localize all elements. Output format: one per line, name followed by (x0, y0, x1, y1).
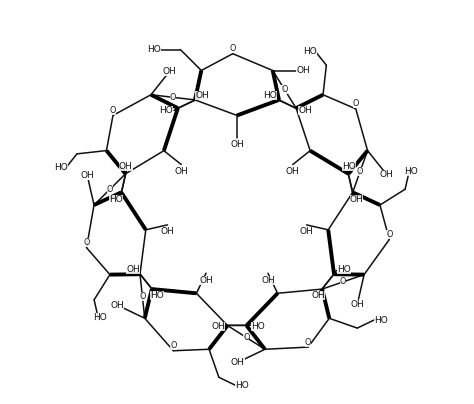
Text: OH: OH (230, 140, 244, 149)
Text: OH: OH (298, 106, 312, 115)
Text: OH: OH (296, 66, 310, 75)
Text: HO: HO (109, 195, 122, 204)
Text: O: O (243, 333, 249, 342)
Text: HO: HO (251, 322, 265, 331)
Text: OH: OH (300, 227, 313, 236)
Text: OH: OH (126, 265, 140, 274)
Text: OH: OH (81, 171, 94, 180)
Text: OH: OH (350, 300, 364, 309)
Text: O: O (340, 278, 346, 286)
Text: HO: HO (342, 162, 356, 171)
Text: OH: OH (110, 301, 124, 310)
Text: HO: HO (404, 167, 418, 176)
Text: O: O (281, 85, 288, 94)
Text: O: O (386, 230, 392, 239)
Text: OH: OH (261, 276, 275, 285)
Text: O: O (229, 44, 236, 53)
Text: OH: OH (286, 167, 300, 176)
Text: OH: OH (195, 91, 209, 101)
Text: HO: HO (54, 164, 68, 173)
Text: O: O (139, 292, 146, 301)
Text: OH: OH (119, 162, 133, 171)
Text: OH: OH (163, 67, 177, 76)
Text: HO: HO (150, 291, 164, 300)
Text: OH: OH (380, 170, 393, 179)
Text: O: O (170, 93, 176, 102)
Text: O: O (107, 185, 113, 194)
Text: OH: OH (350, 195, 364, 204)
Text: HO: HO (263, 91, 277, 101)
Text: OH: OH (211, 322, 226, 331)
Text: HO: HO (147, 45, 161, 54)
Text: O: O (110, 106, 116, 115)
Text: O: O (170, 341, 177, 350)
Text: OH: OH (231, 358, 245, 367)
Text: OH: OH (199, 276, 213, 285)
Text: HO: HO (374, 316, 388, 325)
Text: O: O (357, 167, 363, 176)
Text: OH: OH (311, 291, 325, 300)
Text: HO: HO (93, 313, 107, 322)
Text: OH: OH (174, 167, 188, 176)
Text: HO: HO (236, 381, 249, 389)
Text: OH: OH (161, 227, 174, 236)
Text: HO: HO (337, 265, 351, 274)
Text: HO: HO (159, 106, 173, 115)
Text: O: O (305, 338, 311, 347)
Text: O: O (83, 238, 90, 247)
Text: O: O (353, 99, 359, 108)
Text: HO: HO (303, 46, 317, 56)
